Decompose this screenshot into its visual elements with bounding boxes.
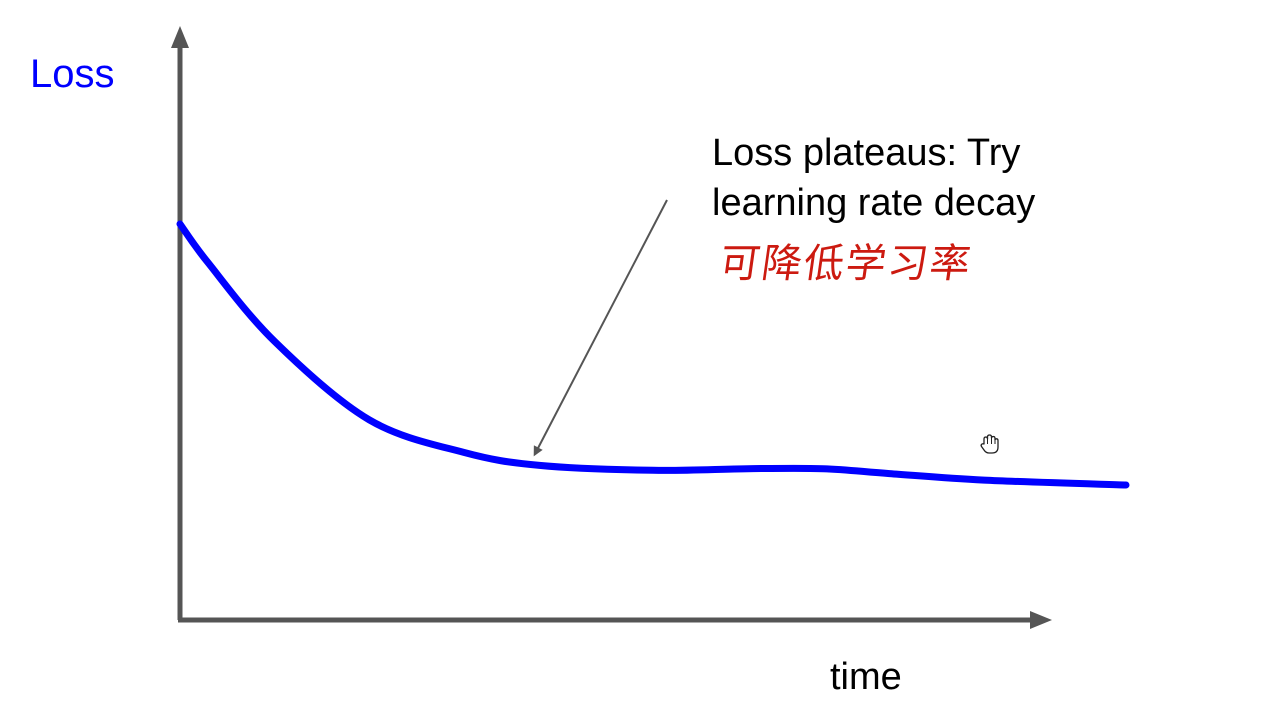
annotation-text: Loss plateaus: Try learning rate decay bbox=[712, 128, 1132, 228]
annotation-line-2: learning rate decay bbox=[712, 182, 1036, 224]
loss-point-3 bbox=[366, 417, 372, 423]
handwritten-note: 可降低学习率 bbox=[716, 241, 976, 287]
loss-point-6 bbox=[650, 467, 656, 473]
y-axis-arrow-icon bbox=[171, 26, 189, 48]
annotation-line-1: Loss plateaus: Try bbox=[712, 132, 1021, 174]
x-axis-label: time bbox=[830, 656, 902, 698]
annotation-arrow bbox=[533, 199, 668, 457]
y-axis-label: Loss bbox=[30, 52, 115, 96]
loss-point-10 bbox=[981, 477, 987, 483]
loss-point-4 bbox=[461, 449, 467, 455]
loss-point-11 bbox=[1123, 482, 1129, 488]
hand-cursor-icon bbox=[980, 434, 999, 454]
loss-point-2 bbox=[272, 338, 278, 344]
loss-point-9 bbox=[887, 471, 893, 477]
x-axis-arrow-icon bbox=[1030, 611, 1052, 629]
loss-point-7 bbox=[745, 466, 751, 472]
loss-point-1 bbox=[205, 260, 211, 266]
loss-curve bbox=[176, 220, 1130, 489]
loss-point-5 bbox=[537, 462, 543, 468]
loss-point-0 bbox=[177, 221, 183, 227]
loss-point-8 bbox=[820, 466, 826, 472]
